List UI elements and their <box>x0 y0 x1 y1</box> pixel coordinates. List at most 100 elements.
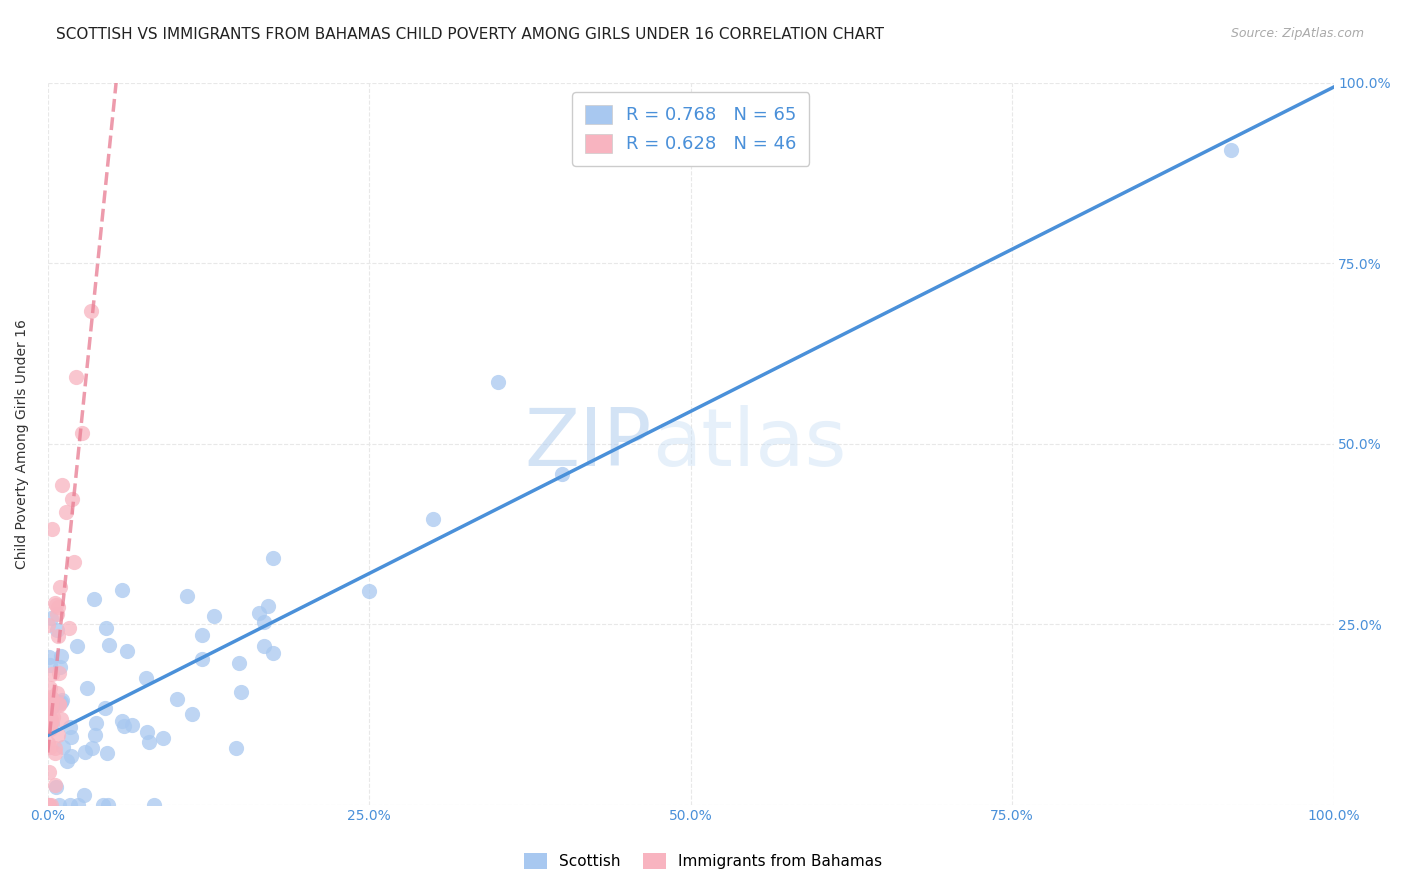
Y-axis label: Child Poverty Among Girls Under 16: Child Poverty Among Girls Under 16 <box>15 318 30 569</box>
Point <box>38 722 60 736</box>
Point <box>112 719 135 733</box>
Point <box>73 788 96 802</box>
Point <box>44 746 66 760</box>
Point <box>49 648 72 663</box>
Point <box>96 621 118 635</box>
Point <box>49 660 72 674</box>
Point <box>225 741 247 756</box>
Point <box>135 671 157 685</box>
Legend: R = 0.768   N = 65, R = 0.628   N = 46: R = 0.768 N = 65, R = 0.628 N = 46 <box>572 92 810 166</box>
Point <box>143 797 166 812</box>
Point <box>44 740 66 755</box>
Point <box>58 621 80 635</box>
Point <box>41 700 63 714</box>
Point <box>39 714 62 729</box>
Point <box>45 598 67 612</box>
Point <box>39 658 62 673</box>
Point <box>48 665 70 680</box>
Point <box>46 686 69 700</box>
Point <box>45 780 67 794</box>
Point <box>38 650 60 665</box>
Point <box>80 740 103 755</box>
Point <box>60 748 83 763</box>
Point <box>38 681 60 695</box>
Point <box>44 596 66 610</box>
Text: atlas: atlas <box>652 405 846 483</box>
Point <box>228 656 250 670</box>
Point <box>49 712 72 726</box>
Point <box>39 714 62 729</box>
Point <box>121 718 143 732</box>
Point <box>359 583 381 598</box>
Point <box>1219 143 1241 157</box>
Point <box>84 716 107 731</box>
Point <box>166 691 188 706</box>
Point <box>176 589 198 603</box>
Point <box>56 755 79 769</box>
Point <box>76 681 98 695</box>
Point <box>49 580 72 594</box>
Point <box>41 522 63 536</box>
Point <box>46 600 69 615</box>
Point <box>41 717 63 731</box>
Point <box>80 303 103 318</box>
Point <box>111 714 134 728</box>
Text: ZIP: ZIP <box>524 405 652 483</box>
Point <box>48 797 70 812</box>
Point <box>63 555 86 569</box>
Point <box>135 724 157 739</box>
Point <box>65 369 87 384</box>
Point <box>39 699 62 714</box>
Text: Source: ZipAtlas.com: Source: ZipAtlas.com <box>1230 27 1364 40</box>
Point <box>41 691 63 706</box>
Point <box>39 712 62 726</box>
Point <box>422 512 444 526</box>
Point <box>38 720 60 734</box>
Point <box>59 720 82 734</box>
Point <box>49 695 72 709</box>
Point <box>66 639 89 653</box>
Point <box>152 731 174 746</box>
Point <box>96 746 118 760</box>
Point <box>48 697 70 711</box>
Point <box>51 692 73 706</box>
Point <box>60 730 83 744</box>
Point <box>138 735 160 749</box>
Point <box>486 375 509 389</box>
Point <box>231 685 253 699</box>
Point <box>73 745 96 759</box>
Point <box>41 797 63 812</box>
Point <box>51 478 73 492</box>
Point <box>37 797 59 812</box>
Point <box>37 736 59 750</box>
Point <box>93 797 115 812</box>
Point <box>551 467 574 482</box>
Point <box>83 592 105 607</box>
Point <box>55 505 77 519</box>
Point <box>37 797 59 812</box>
Point <box>46 607 69 622</box>
Point <box>60 491 83 506</box>
Point <box>48 698 70 713</box>
Point <box>48 629 70 643</box>
Text: SCOTTISH VS IMMIGRANTS FROM BAHAMAS CHILD POVERTY AMONG GIRLS UNDER 16 CORRELATI: SCOTTISH VS IMMIGRANTS FROM BAHAMAS CHIL… <box>56 27 884 42</box>
Point <box>247 606 270 620</box>
Point <box>42 710 65 724</box>
Point <box>46 728 69 742</box>
Point <box>84 728 107 742</box>
Point <box>191 628 214 642</box>
Point <box>253 615 276 630</box>
Point <box>41 666 63 681</box>
Point <box>190 651 212 665</box>
Point <box>180 707 202 722</box>
Point <box>39 696 62 710</box>
Point <box>256 599 278 614</box>
Point <box>202 609 225 624</box>
Point <box>39 611 62 625</box>
Point <box>44 697 66 711</box>
Point <box>115 643 138 657</box>
Point <box>262 550 284 565</box>
Point <box>66 797 89 812</box>
Point <box>94 700 117 714</box>
Point <box>97 638 120 652</box>
